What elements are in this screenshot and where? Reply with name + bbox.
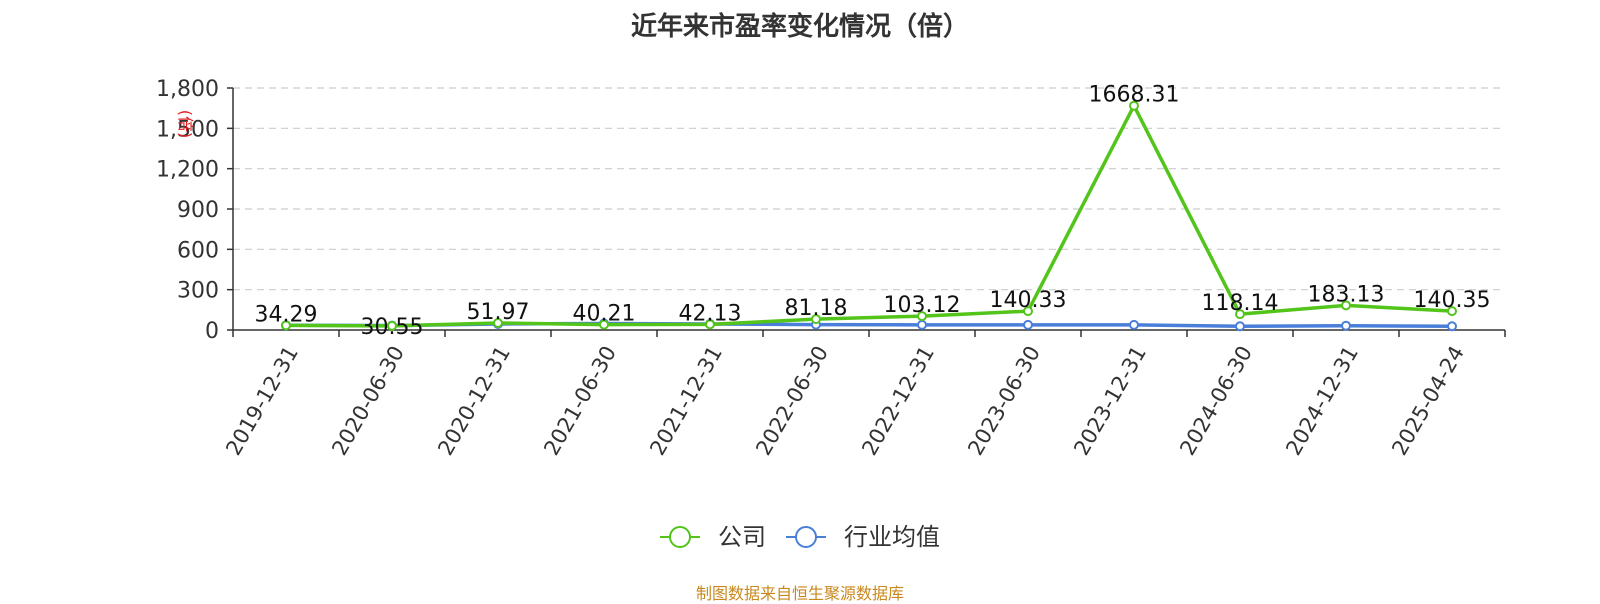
company-data-point [1235, 309, 1245, 320]
company-data-point [387, 320, 397, 331]
company-data-label: 34.29 [255, 302, 318, 327]
company-data-point [493, 318, 503, 329]
x-tick-label: 2022-12-31 [857, 342, 939, 460]
x-tick-label: 2021-06-30 [539, 342, 621, 460]
data-source-note: 制图数据来自恒生聚源数据库 [695, 584, 904, 603]
axes: 0 300 600 900 1,200 1,500 1,800 2019-12-31 2020-… [156, 77, 1506, 460]
y-axis-unit-label: (倍) [176, 110, 195, 139]
company-data-point [1023, 306, 1033, 317]
company-data-label: 1668.31 [1089, 83, 1180, 108]
y-tick-label: 300 [177, 279, 219, 304]
company-data-point [705, 319, 715, 330]
series-lines [281, 100, 1457, 332]
company-data-label: 30.55 [361, 315, 424, 340]
industry-data-point [1447, 321, 1457, 332]
legend-company-marker [669, 526, 691, 548]
company-data-label: 140.35 [1414, 288, 1491, 313]
company-data-point [811, 314, 821, 325]
x-tick-label: 2024-12-31 [1281, 342, 1363, 460]
x-tick-label: 2021-12-31 [645, 342, 727, 460]
x-tick-label: 2020-06-30 [327, 342, 409, 460]
company-data-label: 118.14 [1202, 291, 1279, 316]
legend[interactable]: 公司 行业均值 [660, 523, 940, 551]
x-tick-label: 2024-06-30 [1175, 342, 1257, 460]
y-tick-label: 600 [177, 238, 219, 263]
chart-title: 近年来市盈率变化情况（倍） [630, 12, 969, 42]
company-series-line [285, 103, 1453, 328]
company-data-point [917, 311, 927, 322]
x-tick-label: 2023-12-31 [1069, 342, 1151, 460]
company-data-point [599, 319, 609, 330]
x-tick-label: 2025-04-24 [1387, 342, 1469, 460]
grid-lines [233, 87, 1505, 291]
y-tick-label: 1,500 [156, 117, 219, 142]
company-data-label: 183.13 [1308, 282, 1385, 307]
x-tick-label: 2023-06-30 [963, 342, 1045, 460]
company-data-point [1129, 100, 1139, 111]
legend-industry-marker [795, 526, 817, 548]
data-labels: 34.29 30.55 51.97 40.21 42.13 81.18 103.12 140.… [255, 83, 1491, 340]
legend-item-company[interactable]: 公司 [660, 523, 766, 551]
company-data-label: 103.12 [884, 293, 961, 318]
legend-industry-label: 行业均值 [844, 523, 940, 551]
company-data-label: 81.18 [785, 296, 848, 321]
industry-data-point [1341, 320, 1351, 331]
industry-data-point [1235, 321, 1245, 332]
company-data-label: 140.33 [990, 288, 1067, 313]
legend-item-industry[interactable]: 行业均值 [786, 523, 940, 551]
industry-data-point [1129, 319, 1139, 330]
industry-data-point [917, 319, 927, 330]
company-data-point [1341, 300, 1351, 311]
x-tick-label: 2022-06-30 [751, 342, 833, 460]
x-tick-label: 2020-12-31 [433, 342, 515, 460]
x-tick-label: 2019-12-31 [221, 342, 303, 460]
company-data-point [1447, 306, 1457, 317]
company-data-label: 42.13 [679, 301, 742, 326]
industry-data-point [1023, 319, 1033, 330]
y-tick-label: 0 [205, 319, 219, 344]
company-data-label: 40.21 [573, 302, 636, 327]
company-data-label: 51.97 [467, 300, 530, 325]
y-tick-label: 900 [177, 198, 219, 223]
y-tick-label: 1,800 [156, 77, 219, 102]
company-data-point [281, 320, 291, 331]
legend-company-label: 公司 [718, 523, 766, 551]
y-tick-label: 1,200 [156, 158, 219, 183]
